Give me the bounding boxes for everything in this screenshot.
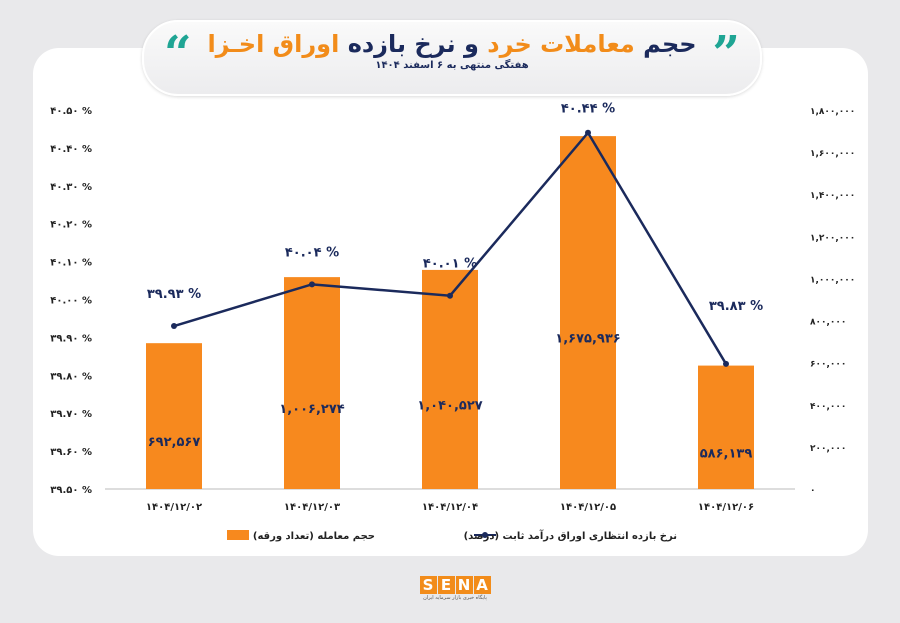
subtitle: هفتگی منتهی به ۶ اسفند ۱۴۰۴ — [375, 60, 529, 71]
rate-point — [585, 129, 591, 136]
right-axis-tick: ۱,۸۰۰,۰۰۰ — [810, 107, 855, 117]
rate-point — [309, 281, 315, 288]
x-axis-tick: ۱۴۰۴/۱۲/۰۶ — [698, 502, 754, 513]
left-axis-tick: ۳۹.۶۰ % — [50, 447, 92, 458]
x-axis-tick: ۱۴۰۴/۱۲/۰۳ — [284, 502, 340, 513]
legend-line-label: نرخ بازده انتظاری اوراق درآمد ثابت (درصد… — [464, 529, 677, 542]
rate-point — [171, 323, 177, 330]
right-axis-tick: ۲۰۰,۰۰۰ — [810, 444, 846, 454]
bar — [284, 277, 340, 489]
rate-data-label: ۴۰.۰۴ % — [285, 245, 339, 260]
rate-data-label: ۴۰.۰۱ % — [423, 257, 477, 272]
rate-data-label: ۳۹.۹۳ % — [147, 287, 201, 302]
left-axis-tick: ۳۹.۷۰ % — [50, 409, 92, 420]
left-axis-tick: ۴۰.۰۰ % — [50, 296, 92, 307]
left-axis-tick: ۴۰.۳۰ % — [50, 182, 92, 193]
bar-data-label: ۶۹۲,۵۶۷ — [148, 435, 201, 450]
bar — [422, 269, 478, 489]
right-axis-tick: ۱,۶۰۰,۰۰۰ — [810, 149, 855, 159]
quote-open-icon: “ — [164, 26, 192, 82]
bar-data-label: ۱,۶۷۵,۹۳۶ — [555, 332, 620, 347]
legend-line-marker — [482, 532, 488, 538]
right-axis-tick: ۱,۲۰۰,۰۰۰ — [810, 233, 855, 243]
rate-point — [723, 360, 729, 367]
left-axis-tick: ۳۹.۵۰ % — [50, 485, 92, 496]
right-axis-tick: ۰ — [810, 486, 816, 496]
title-bar: “ ” حجم معاملات خرد و نرخ بازده اوراق اخ… — [142, 20, 762, 96]
x-axis-tick: ۱۴۰۴/۱۲/۰۲ — [146, 502, 202, 513]
quote-close-icon: ” — [712, 26, 740, 82]
rate-data-label: ۴۰.۴۴ % — [561, 102, 615, 117]
legend-bar-label: حجم معامله (تعداد ورقه) — [253, 531, 375, 542]
bar-data-label: ۵۸۶,۱۳۹ — [700, 446, 753, 461]
right-axis-tick: ۶۰۰,۰۰۰ — [810, 360, 846, 370]
left-axis-tick: ۴۰.۵۰ % — [50, 106, 92, 117]
legend-bar-swatch — [227, 530, 249, 540]
bar — [560, 136, 616, 489]
rate-data-label: ۳۹.۸۳ % — [709, 299, 763, 314]
page-title: حجم معاملات خرد و نرخ بازده اوراق اخـزا — [207, 30, 697, 58]
left-axis-tick: ۳۹.۸۰ % — [50, 371, 92, 382]
bar-data-label: ۱,۰۰۶,۲۷۴ — [279, 402, 344, 417]
bar — [146, 343, 202, 489]
left-axis-tick: ۳۹.۹۰ % — [50, 333, 92, 344]
right-axis-tick: ۸۰۰,۰۰۰ — [810, 318, 846, 328]
x-axis-tick: ۱۴۰۴/۱۲/۰۴ — [422, 502, 478, 513]
right-axis-tick: ۴۰۰,۰۰۰ — [810, 402, 846, 412]
left-axis-tick: ۴۰.۴۰ % — [50, 144, 92, 155]
right-axis-tick: ۱,۴۰۰,۰۰۰ — [810, 191, 855, 201]
left-axis-tick: ۴۰.۱۰ % — [50, 258, 92, 269]
right-axis-tick: ۱,۰۰۰,۰۰۰ — [810, 275, 855, 285]
x-axis-tick: ۱۴۰۴/۱۲/۰۵ — [560, 502, 616, 513]
bar — [698, 365, 754, 489]
left-axis-tick: ۴۰.۲۰ % — [50, 220, 92, 231]
bar-data-label: ۱,۰۴۰,۵۲۷ — [417, 398, 482, 413]
rate-point — [447, 292, 453, 299]
